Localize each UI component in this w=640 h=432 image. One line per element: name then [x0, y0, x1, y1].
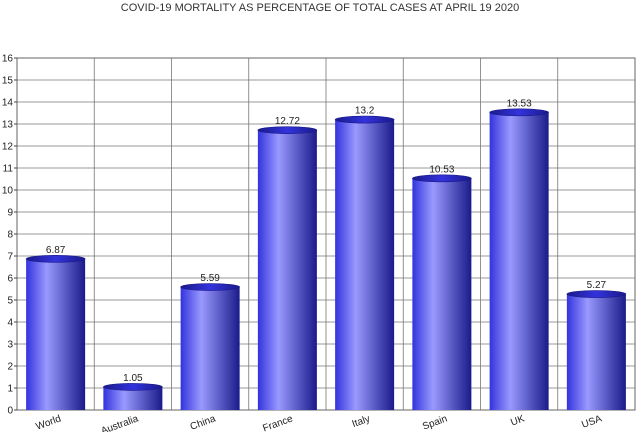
y-tick-label: 15 [2, 76, 14, 87]
y-tick-label: 7 [7, 252, 13, 263]
bar-cap [489, 108, 549, 117]
bar-body [26, 258, 86, 410]
y-tick-label: 14 [2, 98, 14, 109]
chart-title: COVID-19 MORTALITY AS PERCENTAGE OF TOTA… [120, 2, 520, 14]
bar-body [180, 287, 240, 410]
bar-body [566, 294, 626, 410]
bar-body [257, 130, 317, 410]
bars [25, 108, 627, 410]
y-tick-label: 12 [2, 142, 14, 153]
y-tick-label: 4 [7, 318, 13, 329]
y-tick-label: 8 [7, 230, 13, 241]
x-tick-label: Australia [100, 413, 141, 432]
y-tick-label: 6 [7, 274, 13, 285]
x-tick-label: USA [580, 413, 603, 430]
bar-body [335, 119, 395, 410]
x-tick-label: Italy [351, 413, 372, 430]
y-tick-label: 1 [7, 384, 13, 395]
data-label: 5.59 [200, 273, 220, 284]
y-tick-label: 9 [7, 208, 13, 219]
bar [103, 383, 163, 410]
y-tick-label: 16 [2, 54, 14, 65]
bar-body [489, 112, 549, 410]
y-tick-label: 0 [7, 406, 13, 417]
bar-cap [180, 283, 240, 291]
bar-cap [103, 383, 163, 391]
y-tick-label: 13 [2, 120, 14, 131]
data-label: 10.53 [429, 164, 454, 175]
bar [25, 255, 86, 410]
data-label: 6.87 [46, 245, 66, 256]
bar-cap [25, 255, 86, 263]
x-tick-label: UK [509, 413, 526, 428]
y-tick-label: 11 [3, 164, 14, 175]
bar [489, 108, 549, 410]
x-tick-label: Spain [421, 413, 449, 432]
bar [566, 290, 627, 410]
bar-cap [334, 115, 395, 124]
bar-body [412, 178, 472, 410]
bar [334, 115, 395, 410]
x-tick-label: China [189, 413, 218, 432]
data-label: 12.72 [275, 116, 300, 127]
y-tick-label: 10 [2, 186, 14, 197]
data-label: 13.2 [355, 106, 375, 117]
x-tick-label: France [261, 413, 294, 432]
bar-cap [257, 126, 318, 134]
x-tick-label: World [35, 413, 63, 432]
bar [257, 126, 318, 410]
x-axis: World Australia China France Italy Spain UK USA [35, 413, 604, 432]
data-label: 5.27 [587, 280, 607, 291]
y-tick-label: 5 [7, 296, 13, 307]
y-tick-label: 3 [7, 340, 13, 351]
bar-cap [566, 290, 627, 298]
bar [412, 174, 472, 410]
bar-cap [412, 174, 472, 183]
y-tick-label: 2 [7, 362, 13, 373]
bar-body [103, 386, 163, 410]
data-label: 13.53 [507, 98, 532, 109]
bar [180, 283, 240, 410]
data-labels: 6.87 1.05 5.59 12.72 13.2 10.53 13.53 5.27 [46, 98, 607, 384]
data-label: 1.05 [123, 373, 143, 384]
